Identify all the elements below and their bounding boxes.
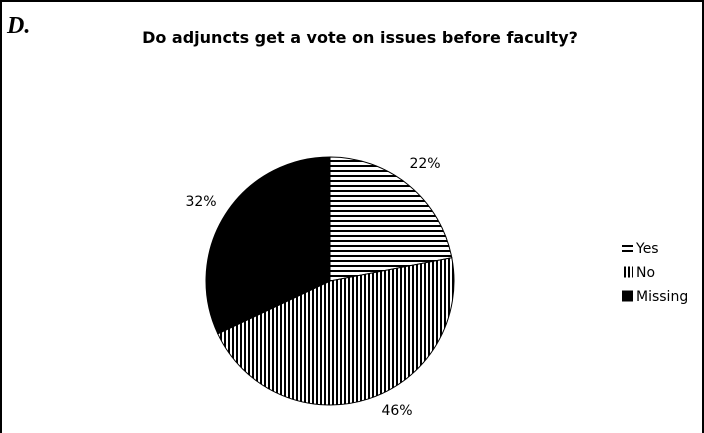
pie-slice-yes [329,156,453,282]
legend-item-missing: Missing [622,289,688,305]
legend-item-yes: Yes [622,241,659,257]
chart-title: Do adjuncts get a vote on issues before … [142,28,578,47]
legend-label-missing: Missing [636,289,688,305]
panel-label: D. [7,13,31,39]
data-label-no: 46% [381,403,412,419]
legend-item-no: No [622,265,655,281]
legend-swatch-yes [622,242,633,254]
pie-slice-no [217,257,455,406]
pie-slice-missing [205,156,331,335]
legend-label-no: No [636,265,655,281]
legend-label-yes: Yes [635,241,659,257]
data-label-missing: 32% [185,194,216,210]
legend-swatch-no [622,266,633,278]
data-label-yes: 22% [409,156,440,172]
legend-swatch-missing [622,290,633,302]
